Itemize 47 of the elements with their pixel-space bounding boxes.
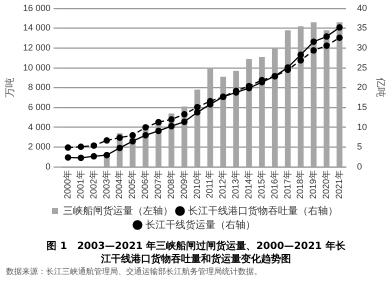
y2-axis-title: 亿吨 (374, 76, 386, 98)
x-tick-label: 2021年 (334, 170, 344, 200)
y2-tick-label: 5 (356, 142, 362, 152)
x-tick-label: 2007年 (152, 170, 163, 200)
x-tick-label: 2016年 (269, 170, 280, 200)
legend-label: 长江干线港口货物吞吐量（右轴） (188, 204, 338, 217)
x-tick-label: 2015年 (256, 170, 266, 200)
y2-tick-label: 25 (356, 62, 368, 72)
x-tick-label: 2017年 (282, 170, 292, 200)
x-tick-label: 2001年 (75, 170, 86, 200)
x-tick-label: 2006年 (140, 170, 150, 200)
y-tick-label: 12 000 (22, 42, 51, 53)
text: 图 1 2003—2021 年三峡船闸过闸货运量、2000—2021 年长江干线港口货物吞吐量和货运量变化趋势图 (46, 240, 346, 266)
x-tick-label: 2018年 (295, 170, 306, 200)
y2-tick-label: 40 (356, 2, 368, 13)
x-tick-label: 2020年 (321, 170, 332, 200)
y-tick-label: 8 000 (28, 82, 51, 92)
y2-tick-label: 20 (356, 82, 368, 92)
x-tick-label: 2014年 (244, 170, 254, 200)
x-tick-label: 2003年 (101, 170, 112, 200)
y-axis-title: 万吨 (4, 78, 16, 98)
y-tick-label: 14 000 (22, 22, 51, 33)
x-tick-label: 2005年 (127, 170, 138, 200)
y-tick-label: 4 000 (28, 122, 51, 132)
y2-tick-label: 0 (356, 161, 362, 172)
legend-label: 三峡船闸货运量（左轴） (63, 204, 173, 217)
x-tick-label: 2011年 (204, 170, 215, 198)
x-tick-label: 2004年 (114, 170, 124, 200)
y2-tick-label: 30 (356, 42, 368, 53)
y-tick-label: 10 000 (22, 62, 51, 72)
x-tick-label: 2010年 (192, 170, 202, 200)
x-tick-label: 2002年 (88, 170, 98, 200)
source-note: 数据来源：长江三峡通航管理局、交通运输部长江航务管理局统计数据。 (6, 266, 263, 278)
x-tick-label: 2013年 (230, 170, 241, 200)
y-tick-label: 0 (46, 161, 51, 172)
x-tick-label: 2009年 (178, 170, 189, 200)
y-tick-label: 16 000 (22, 2, 51, 13)
x-tick-label: 2008年 (166, 170, 176, 200)
legend-label: 长江干线货运量（右轴） (146, 218, 256, 231)
x-tick-label: 2012年 (218, 170, 228, 200)
y2-tick-label: 10 (356, 122, 368, 132)
x-tick-label: 2000年 (62, 170, 72, 200)
y2-tick-label: 15 (356, 102, 368, 112)
x-tick-label: 2019年 (308, 170, 318, 200)
y-tick-label: 2 000 (28, 142, 51, 152)
y2-tick-label: 35 (356, 22, 368, 33)
y-tick-label: 6 000 (28, 102, 51, 112)
